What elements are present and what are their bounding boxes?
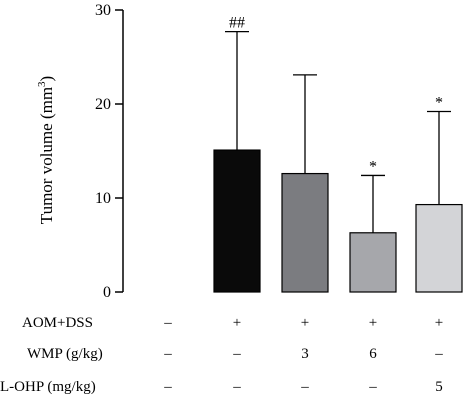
condition-cell: 3	[301, 346, 309, 362]
condition-cell: 6	[369, 346, 377, 362]
y-tick-label: 30	[95, 2, 111, 19]
bar	[415, 203, 463, 293]
condition-cell: –	[163, 346, 172, 362]
bar	[281, 172, 329, 293]
condition-row-label: L-OHP (mg/kg)	[0, 379, 96, 395]
condition-cell: –	[368, 379, 377, 395]
condition-row-label: WMP (g/kg)	[27, 346, 103, 362]
significance-annotations: ## * *	[229, 15, 443, 176]
condition-cell: +	[369, 315, 377, 331]
significance-mark: ##	[229, 15, 245, 32]
y-axis-label: Tumor volume (mm3)	[36, 76, 56, 224]
bar	[213, 149, 261, 293]
condition-row-label: AOM+DSS	[22, 315, 93, 331]
condition-cell: –	[163, 315, 172, 331]
significance-mark: *	[435, 95, 443, 112]
bars	[213, 149, 463, 293]
y-tick-label: 0	[103, 284, 111, 301]
condition-cell: –	[163, 379, 172, 395]
condition-cell: –	[300, 379, 309, 395]
condition-cell: 5	[435, 379, 443, 395]
condition-cell: +	[233, 315, 241, 331]
condition-table: AOM+DSS – + + + + WMP (g/kg) – – 3 6 – L-OHP (mg/kg)…	[0, 315, 443, 395]
condition-cell: –	[232, 379, 241, 395]
y-tick-label: 20	[95, 96, 111, 113]
y-tick-label: 10	[95, 190, 111, 207]
condition-cell: +	[435, 315, 443, 331]
condition-cell: +	[301, 315, 309, 331]
condition-cell: –	[434, 346, 443, 362]
bar	[349, 232, 397, 293]
condition-cell: –	[232, 346, 241, 362]
error-bars	[225, 30, 451, 233]
significance-mark: *	[369, 158, 377, 175]
y-axis: 0 10 20 30	[95, 2, 124, 301]
